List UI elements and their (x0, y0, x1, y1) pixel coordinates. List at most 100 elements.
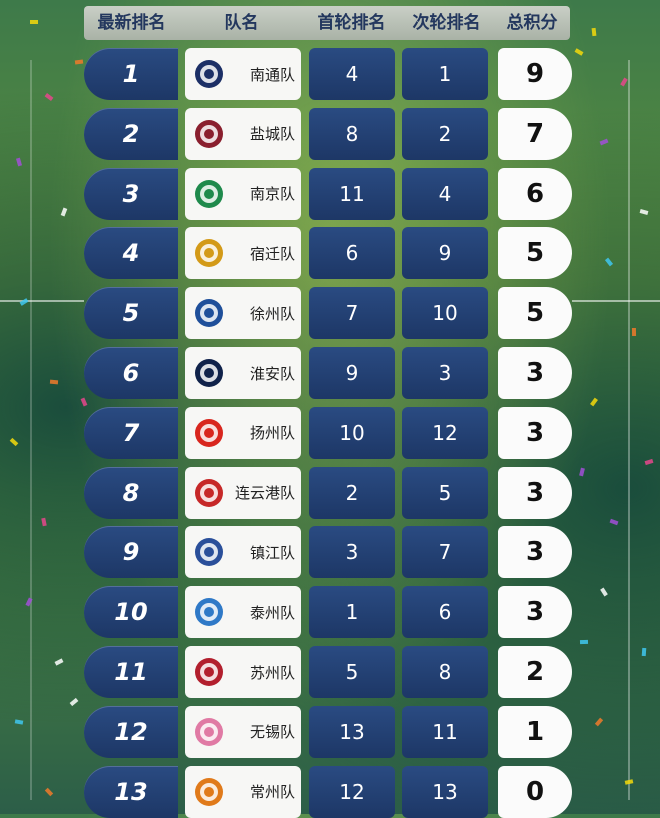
confetti-piece (30, 20, 38, 24)
first-round-cell: 2 (309, 466, 395, 519)
xuzhou-logo-icon (191, 295, 227, 331)
confetti-piece (41, 517, 47, 527)
rank-cell: 11 (84, 646, 178, 698)
table-row: 10 泰州队 1 6 3 (0, 586, 660, 639)
team-cell: 镇江队 (185, 526, 301, 579)
second-round-cell: 9 (402, 227, 488, 280)
pitch-line (628, 60, 630, 800)
table-row: 8 连云港队 2 5 3 (0, 466, 660, 519)
total-points-cell: 3 (498, 406, 572, 459)
team-cell: 盐城队 (185, 107, 301, 160)
table-row: 11 苏州队 5 8 2 (0, 646, 660, 698)
second-round-cell: 11 (402, 705, 488, 758)
confetti-piece (609, 518, 619, 526)
team-name: 泰州队 (249, 603, 295, 622)
table-row: 1 南通队 4 1 9 (0, 48, 660, 100)
table-row: 7 扬州队 10 12 3 (0, 406, 660, 459)
total-points-cell: 7 (498, 107, 572, 160)
pitch-line (572, 300, 660, 302)
second-round-cell: 13 (402, 765, 488, 818)
second-round-cell: 10 (402, 287, 488, 340)
team-name: 徐州队 (249, 304, 295, 323)
first-round-cell: 7 (309, 287, 395, 340)
rank-cell: 8 (84, 466, 178, 519)
team-cell: 扬州队 (185, 406, 301, 459)
total-points-cell: 6 (498, 167, 572, 220)
rank-cell: 12 (84, 705, 178, 758)
first-round-cell: 12 (309, 765, 395, 818)
nantong-logo-icon (191, 56, 227, 92)
team-name: 宿迁队 (249, 244, 295, 263)
yancheng-logo-icon (191, 116, 227, 152)
rank-cell: 7 (84, 406, 178, 459)
total-points-cell: 0 (498, 765, 572, 818)
rank-cell: 4 (84, 227, 178, 280)
pitch-line (30, 60, 32, 800)
table-row: 6 淮安队 9 3 3 (0, 347, 660, 399)
team-name: 苏州队 (249, 663, 295, 682)
first-round-cell: 5 (309, 646, 395, 698)
second-round-cell: 2 (402, 107, 488, 160)
second-round-cell: 7 (402, 526, 488, 579)
first-round-cell: 6 (309, 227, 395, 280)
total-points-cell: 9 (498, 48, 572, 100)
first-round-cell: 8 (309, 107, 395, 160)
huaian-logo-icon (191, 355, 227, 391)
first-round-cell: 4 (309, 48, 395, 100)
table-row: 2 盐城队 8 2 7 (0, 107, 660, 160)
total-points-cell: 3 (498, 466, 572, 519)
total-points-cell: 5 (498, 227, 572, 280)
total-points-cell: 5 (498, 287, 572, 340)
nanjing-logo-icon (191, 176, 227, 212)
total-points-cell: 3 (498, 526, 572, 579)
confetti-piece (591, 27, 597, 37)
second-round-cell: 6 (402, 586, 488, 639)
first-round-cell: 10 (309, 406, 395, 459)
suzhou-logo-icon (191, 654, 227, 690)
rank-cell: 10 (84, 586, 178, 639)
second-round-cell: 12 (402, 406, 488, 459)
first-round-cell: 9 (309, 347, 395, 399)
rank-cell: 1 (84, 48, 178, 100)
first-round-cell: 1 (309, 586, 395, 639)
team-cell: 无锡队 (185, 705, 301, 758)
first-round-cell: 13 (309, 705, 395, 758)
team-name: 淮安队 (249, 364, 295, 383)
table-row: 5 徐州队 7 10 5 (0, 287, 660, 340)
header-second-round: 次轮排名 (412, 13, 481, 33)
yangzhou-logo-icon (191, 415, 227, 451)
header-rank: 最新排名 (97, 13, 166, 33)
team-cell: 徐州队 (185, 287, 301, 340)
table-header: 最新排名 队名 首轮排名 次轮排名 总积分 (84, 6, 570, 40)
team-cell: 南通队 (185, 48, 301, 100)
second-round-cell: 1 (402, 48, 488, 100)
confetti-piece (644, 458, 654, 466)
team-name: 扬州队 (249, 424, 295, 443)
table-row: 3 南京队 11 4 6 (0, 167, 660, 220)
rank-cell: 6 (84, 347, 178, 399)
taizhou-logo-icon (191, 594, 227, 630)
team-name: 无锡队 (249, 723, 295, 742)
total-points-cell: 3 (498, 586, 572, 639)
team-cell: 连云港队 (185, 466, 301, 519)
wuxi-logo-icon (191, 714, 227, 750)
team-name: 镇江队 (249, 543, 295, 562)
team-name: 南京队 (249, 185, 295, 204)
team-name: 连云港队 (234, 484, 295, 503)
confetti-piece (579, 639, 589, 645)
table-row: 12 无锡队 13 11 1 (0, 705, 660, 758)
first-round-cell: 11 (309, 167, 395, 220)
total-points-cell: 1 (498, 705, 572, 758)
pitch-line (0, 300, 84, 302)
first-round-cell: 3 (309, 526, 395, 579)
second-round-cell: 8 (402, 646, 488, 698)
changzhou-logo-icon (191, 774, 227, 810)
rank-cell: 9 (84, 526, 178, 579)
team-cell: 南京队 (185, 167, 301, 220)
table-row: 4 宿迁队 6 9 5 (0, 227, 660, 280)
team-cell: 常州队 (185, 765, 301, 818)
header-first-round: 首轮排名 (317, 13, 386, 33)
second-round-cell: 3 (402, 347, 488, 399)
rank-cell: 3 (84, 167, 178, 220)
team-cell: 宿迁队 (185, 227, 301, 280)
